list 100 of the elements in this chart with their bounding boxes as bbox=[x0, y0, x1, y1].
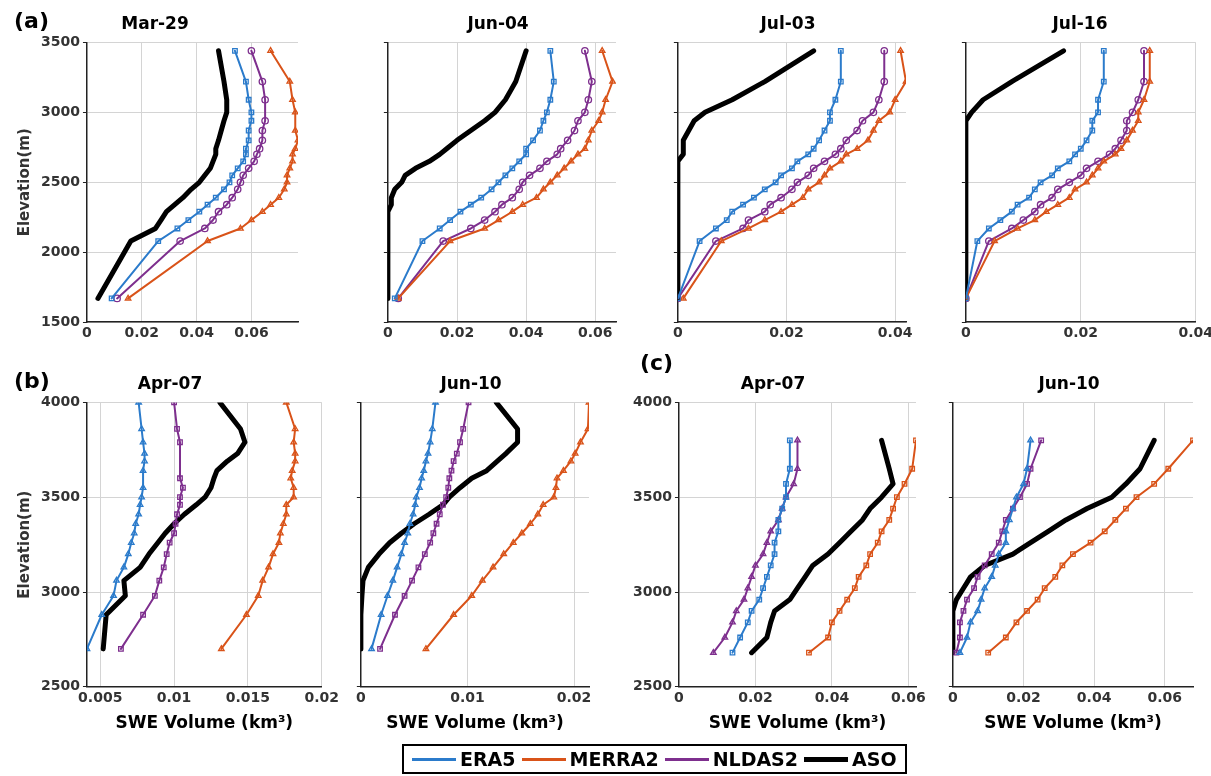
point bbox=[1054, 165, 1061, 172]
point bbox=[212, 194, 219, 201]
point bbox=[1031, 186, 1038, 193]
point bbox=[1036, 200, 1045, 209]
point bbox=[559, 466, 567, 473]
point bbox=[836, 608, 843, 614]
y-tick-label: 2500 bbox=[633, 677, 673, 694]
point bbox=[1002, 634, 1009, 641]
legend-label: ASO bbox=[852, 748, 897, 770]
x-tick-label: 0.04 bbox=[179, 324, 215, 341]
y-tick-label: 4000 bbox=[41, 393, 81, 410]
x-tick-label: 0 bbox=[948, 688, 958, 705]
point bbox=[290, 483, 298, 490]
point bbox=[1008, 208, 1015, 215]
point bbox=[377, 610, 385, 617]
x-tick-label: 0.02 bbox=[738, 688, 773, 705]
chart-title: Apr-07 bbox=[137, 372, 203, 393]
point bbox=[543, 157, 551, 166]
point bbox=[587, 77, 596, 86]
y-tick-label: 2500 bbox=[41, 172, 81, 189]
point bbox=[172, 520, 179, 527]
point bbox=[793, 178, 802, 187]
point bbox=[508, 207, 516, 214]
x-tick-label: 0.06 bbox=[1147, 688, 1183, 705]
point bbox=[132, 519, 140, 526]
point bbox=[171, 530, 177, 537]
point bbox=[751, 194, 757, 201]
point bbox=[772, 179, 779, 186]
point bbox=[261, 116, 269, 125]
point bbox=[827, 109, 833, 116]
point bbox=[777, 207, 785, 214]
point bbox=[245, 96, 252, 103]
point bbox=[794, 464, 801, 472]
point bbox=[466, 224, 475, 233]
point bbox=[1083, 178, 1090, 185]
point bbox=[151, 592, 158, 599]
point bbox=[248, 109, 255, 116]
point bbox=[821, 127, 828, 134]
point bbox=[443, 494, 450, 501]
x-tick-label: 0.04 bbox=[877, 324, 913, 341]
point bbox=[832, 96, 839, 103]
point bbox=[110, 591, 117, 599]
x-tick-label: 0.02 bbox=[1006, 688, 1041, 705]
point bbox=[788, 200, 796, 207]
point bbox=[1072, 151, 1078, 158]
point bbox=[1007, 224, 1016, 233]
point bbox=[489, 563, 497, 570]
point bbox=[1122, 126, 1131, 135]
point bbox=[547, 96, 554, 103]
point bbox=[786, 437, 793, 444]
point bbox=[389, 576, 397, 583]
point bbox=[729, 208, 736, 215]
point bbox=[960, 608, 967, 614]
point bbox=[981, 562, 988, 569]
y-tick-label: 3000 bbox=[41, 102, 81, 119]
x-tick-label: 0.02 bbox=[556, 688, 592, 705]
point bbox=[253, 150, 261, 159]
point bbox=[1133, 494, 1140, 501]
point bbox=[424, 449, 432, 456]
point bbox=[1013, 619, 1020, 626]
point bbox=[974, 238, 981, 244]
point bbox=[729, 618, 736, 625]
point bbox=[760, 585, 766, 592]
point bbox=[748, 608, 755, 614]
point bbox=[237, 224, 244, 231]
point bbox=[139, 483, 147, 490]
point bbox=[404, 529, 412, 536]
point bbox=[737, 634, 744, 641]
point bbox=[498, 200, 506, 209]
text: (c) bbox=[640, 350, 674, 375]
point bbox=[744, 619, 751, 626]
point bbox=[777, 193, 785, 202]
chart-title: Jun-10 bbox=[1037, 372, 1100, 393]
point bbox=[124, 294, 132, 301]
point bbox=[533, 193, 540, 200]
point bbox=[439, 237, 448, 245]
point bbox=[550, 78, 557, 85]
point bbox=[1048, 193, 1056, 202]
point bbox=[523, 145, 530, 152]
x-tick-label: 0.005 bbox=[78, 688, 123, 705]
point bbox=[228, 193, 237, 202]
point bbox=[468, 591, 476, 599]
point bbox=[160, 564, 167, 571]
x-axis-title: SWE Volume (km³) bbox=[386, 712, 564, 733]
point bbox=[174, 225, 181, 232]
point bbox=[953, 649, 960, 656]
text: (a) bbox=[14, 8, 49, 33]
point bbox=[537, 127, 543, 134]
point bbox=[185, 217, 192, 223]
y-tick-label: 3500 bbox=[41, 33, 81, 50]
point bbox=[243, 145, 249, 152]
point bbox=[539, 185, 547, 192]
x-tick-label: 0.06 bbox=[577, 324, 613, 341]
point bbox=[1100, 157, 1108, 164]
point bbox=[1105, 150, 1114, 159]
point bbox=[844, 596, 851, 603]
point bbox=[377, 645, 383, 652]
point bbox=[1112, 517, 1119, 523]
point bbox=[809, 164, 818, 173]
point bbox=[1042, 207, 1050, 214]
